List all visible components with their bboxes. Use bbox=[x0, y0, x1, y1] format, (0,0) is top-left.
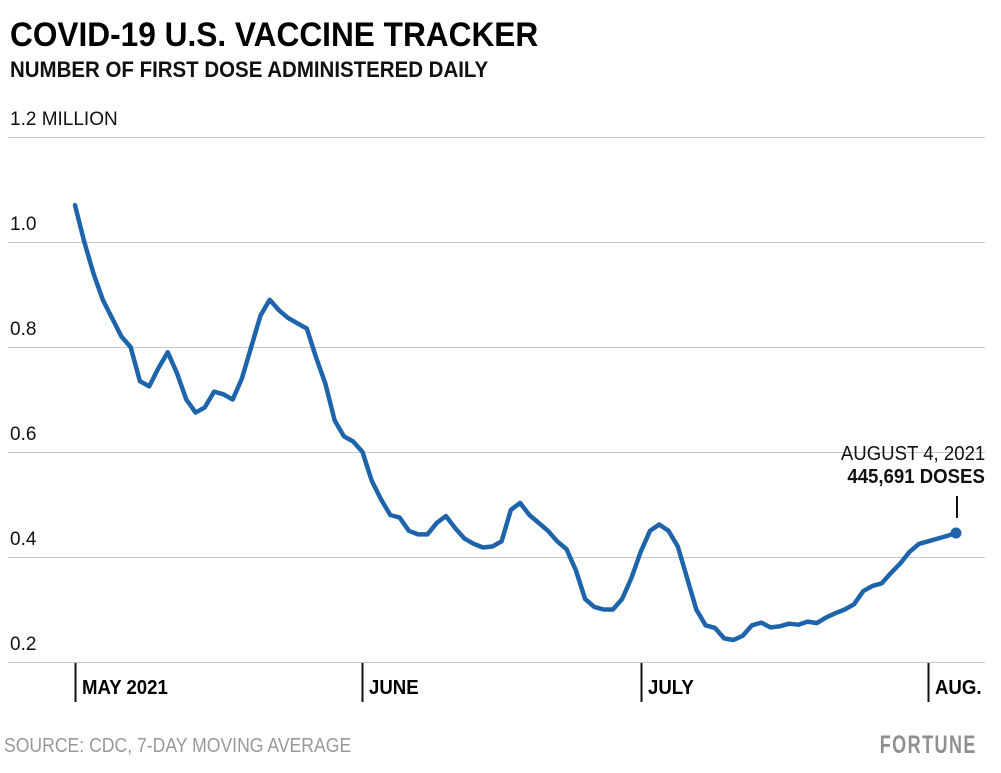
gridlines bbox=[8, 137, 985, 663]
y-axis-label: 0.2 bbox=[10, 634, 37, 655]
x-axis-label: JULY bbox=[647, 677, 694, 699]
annotation-value: 445,691 DOSES bbox=[847, 466, 985, 488]
annotation-date: AUGUST 4, 2021 bbox=[840, 443, 985, 465]
y-axis-label: 1.2 MILLION bbox=[10, 109, 118, 130]
x-axis-label: AUG. bbox=[935, 677, 982, 699]
trend-line bbox=[72, 202, 959, 643]
y-axis-label: 0.6 bbox=[10, 424, 37, 445]
chart-subtitle: NUMBER OF FIRST DOSE ADMINISTERED DAILY bbox=[10, 57, 524, 83]
last-point-annotation: AUGUST 4, 2021 445,691 DOSES bbox=[830, 443, 985, 489]
y-axis-label: 0.8 bbox=[10, 319, 37, 340]
x-axis-label: MAY 2021 bbox=[82, 677, 168, 699]
chart-title-text: COVID-19 U.S. VACCINE TRACKER bbox=[10, 16, 539, 54]
y-axis-label: 0.4 bbox=[10, 529, 37, 550]
end-point-dot bbox=[950, 527, 962, 539]
x-axis-label: JUNE bbox=[369, 677, 420, 699]
x-axis-ticks bbox=[74, 663, 930, 702]
fortune-logo: FORTUNE bbox=[879, 731, 977, 759]
y-axis-label: 1.0 bbox=[10, 214, 37, 235]
chart-title: COVID-19 U.S. VACCINE TRACKER bbox=[10, 16, 578, 55]
chart-subtitle-text: NUMBER OF FIRST DOSE ADMINISTERED DAILY bbox=[10, 57, 489, 82]
source-note: SOURCE: CDC, 7-DAY MOVING AVERAGE bbox=[4, 735, 352, 757]
